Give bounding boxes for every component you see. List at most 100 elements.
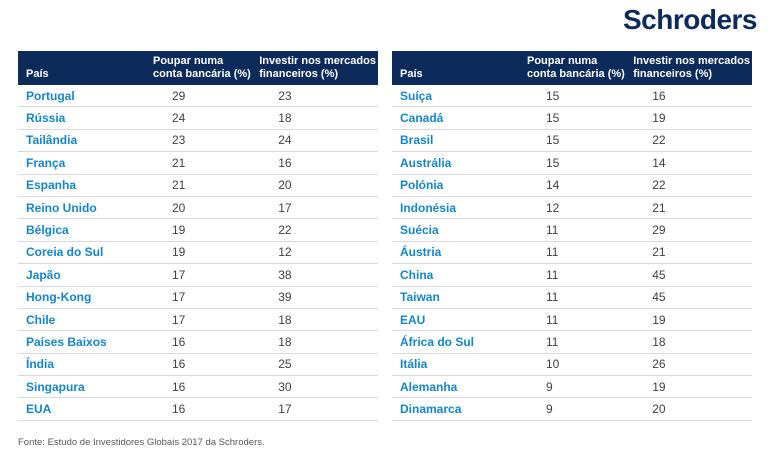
- country-cell: África do Sul: [392, 330, 527, 354]
- invest-value-cell: 14: [633, 151, 752, 175]
- table-right-body: Suíça 15 16 Canadá 15 19 Brasil 15 22 Austrália 15…: [392, 85, 752, 421]
- table-right: País Poupar numa conta bancária (%) Inve…: [392, 51, 752, 421]
- header-save: Poupar numa conta bancária (%): [153, 51, 260, 85]
- invest-value-cell: 30: [259, 375, 378, 399]
- country-cell: Brasil: [392, 129, 527, 153]
- invest-value-cell: 18: [259, 308, 378, 332]
- save-value-cell: 19: [153, 218, 260, 242]
- header-save: Poupar numa conta bancária (%): [527, 51, 634, 85]
- save-value-cell: 16: [153, 330, 260, 354]
- invest-value-cell: 22: [633, 129, 752, 153]
- invest-value-cell: 21: [633, 196, 752, 220]
- table-row: Brasil 15 22: [392, 129, 752, 153]
- save-value-cell: 11: [527, 241, 634, 265]
- save-value-cell: 16: [153, 353, 260, 377]
- country-cell: Bélgica: [18, 218, 153, 242]
- save-value-cell: 14: [527, 174, 634, 197]
- invest-value-cell: 20: [633, 397, 752, 421]
- header-row: País Poupar numa conta bancária (%) Inve…: [392, 51, 752, 85]
- invest-value-cell: 19: [633, 375, 752, 399]
- table-row: Suíça 15 16: [392, 85, 752, 108]
- invest-value-cell: 17: [259, 196, 378, 220]
- save-value-cell: 17: [153, 286, 260, 309]
- invest-value-cell: 45: [633, 263, 752, 287]
- country-cell: Espanha: [18, 174, 153, 197]
- save-value-cell: 20: [153, 196, 260, 220]
- table-row: Suécia 11 29: [392, 218, 752, 242]
- invest-value-cell: 24: [259, 129, 378, 153]
- save-value-cell: 17: [153, 308, 260, 332]
- table-row: Rússia 24 18: [18, 106, 378, 130]
- header-invest: Investir nos mercados financeiros (%): [259, 51, 378, 85]
- table-row: Indonésia 12 21: [392, 196, 752, 220]
- country-cell: França: [18, 151, 153, 175]
- save-value-cell: 23: [153, 129, 260, 153]
- table-row: Singapura 16 30: [18, 375, 378, 399]
- table-row: França 21 16: [18, 151, 378, 175]
- country-cell: Singapura: [18, 375, 153, 399]
- invest-value-cell: 18: [259, 106, 378, 130]
- country-cell: Itália: [392, 353, 527, 377]
- country-cell: Japão: [18, 263, 153, 287]
- save-value-cell: 24: [153, 106, 260, 130]
- country-cell: Coreia do Sul: [18, 241, 153, 265]
- table-row: Canadá 15 19: [392, 106, 752, 130]
- table-row: Austrália 15 14: [392, 151, 752, 175]
- country-cell: Taiwan: [392, 286, 527, 309]
- source-note: Fonte: Estudo de Investidores Globais 20…: [18, 437, 265, 448]
- save-value-cell: 15: [527, 129, 634, 153]
- table-row: Índia 16 25: [18, 353, 378, 377]
- save-value-cell: 9: [527, 397, 634, 421]
- country-cell: EAU: [392, 308, 527, 332]
- header-country: País: [392, 51, 527, 85]
- table-row: Itália 10 26: [392, 353, 752, 377]
- table-row: Japão 17 38: [18, 263, 378, 287]
- header-country: País: [18, 51, 153, 85]
- save-value-cell: 29: [153, 85, 260, 108]
- table-row: Portugal 29 23: [18, 85, 378, 108]
- invest-value-cell: 21: [633, 241, 752, 265]
- country-cell: EUA: [18, 397, 153, 421]
- save-value-cell: 11: [527, 286, 634, 309]
- invest-value-cell: 22: [633, 174, 752, 197]
- schroders-logo: Schroders: [623, 4, 758, 35]
- table-row: África do Sul 11 18: [392, 330, 752, 354]
- save-value-cell: 9: [527, 375, 634, 399]
- table-row: Polónia 14 22: [392, 174, 752, 197]
- table-row: Coreia do Sul 19 12: [18, 241, 378, 265]
- table-row: Reino Unido 20 17: [18, 196, 378, 220]
- save-value-cell: 16: [153, 375, 260, 399]
- save-value-cell: 15: [527, 85, 634, 108]
- save-value-cell: 16: [153, 397, 260, 421]
- country-cell: Chile: [18, 308, 153, 332]
- country-cell: Áustria: [392, 241, 527, 265]
- save-value-cell: 21: [153, 174, 260, 197]
- country-cell: Países Baixos: [18, 330, 153, 354]
- country-cell: Índia: [18, 353, 153, 377]
- save-value-cell: 19: [153, 241, 260, 265]
- table-left: País Poupar numa conta bancária (%) Inve…: [18, 51, 378, 421]
- invest-value-cell: 18: [259, 330, 378, 354]
- country-cell: Rússia: [18, 106, 153, 130]
- invest-value-cell: 25: [259, 353, 378, 377]
- invest-value-cell: 39: [259, 286, 378, 309]
- invest-value-cell: 38: [259, 263, 378, 287]
- invest-value-cell: 20: [259, 174, 378, 197]
- country-cell: Austrália: [392, 151, 527, 175]
- table-row: Países Baixos 16 18: [18, 330, 378, 354]
- tables-container: País Poupar numa conta bancária (%) Inve…: [18, 51, 752, 421]
- country-cell: Dinamarca: [392, 397, 527, 421]
- country-cell: Alemanha: [392, 375, 527, 399]
- country-cell: Tailândia: [18, 129, 153, 153]
- table-row: Hong-Kong 17 39: [18, 286, 378, 309]
- table-row: Bélgica 19 22: [18, 218, 378, 242]
- table-row: Dinamarca 9 20: [392, 397, 752, 421]
- save-value-cell: 21: [153, 151, 260, 175]
- table-row: China 11 45: [392, 263, 752, 287]
- country-cell: Polónia: [392, 174, 527, 197]
- table-left-header: País Poupar numa conta bancária (%) Inve…: [18, 51, 378, 85]
- table-row: EUA 16 17: [18, 397, 378, 421]
- country-cell: Suécia: [392, 218, 527, 242]
- invest-value-cell: 16: [633, 85, 752, 108]
- header-row: País Poupar numa conta bancária (%) Inve…: [18, 51, 378, 85]
